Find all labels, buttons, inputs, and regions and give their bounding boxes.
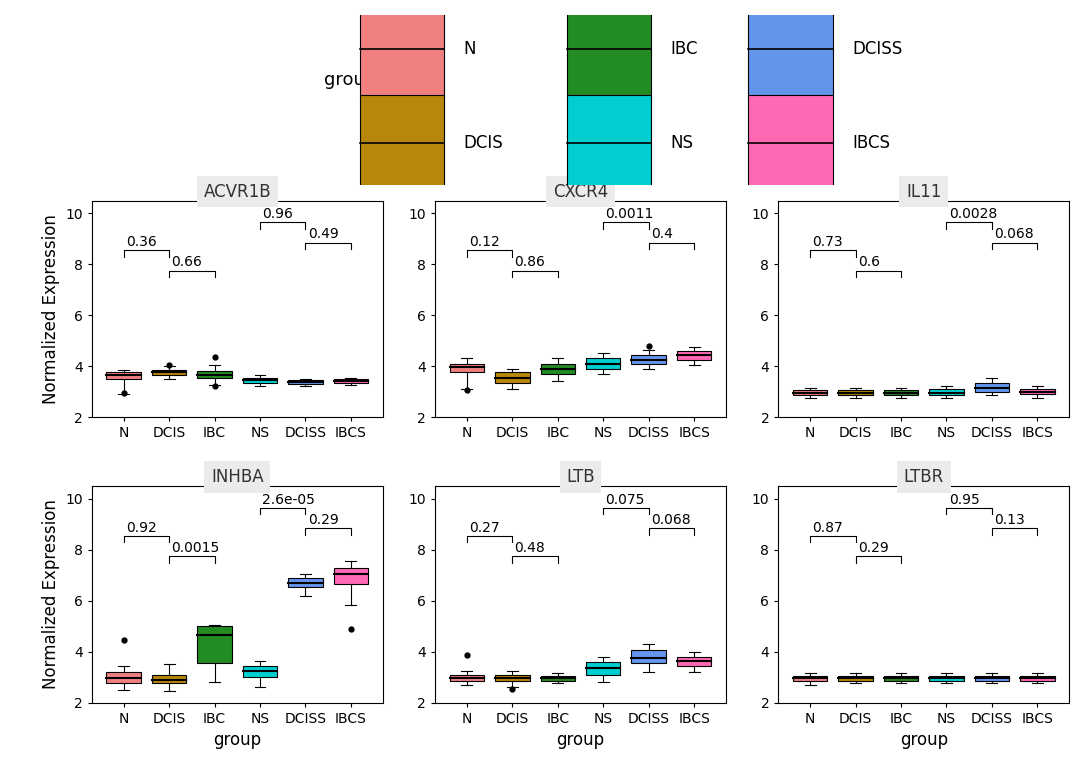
Text: 0.49: 0.49 [308,228,338,242]
Bar [288,380,323,384]
Bar [334,567,368,584]
Bar [243,665,278,677]
Text: 0.73: 0.73 [812,235,843,249]
Text: N: N [463,40,476,59]
Text: 0.4: 0.4 [651,228,673,242]
Text: 0.29: 0.29 [858,541,889,555]
Text: 0.6: 0.6 [858,256,880,269]
Bar [838,391,873,395]
Bar [586,358,621,369]
Title: INHBA: INHBA [211,468,264,486]
Bar [152,370,187,375]
FancyBboxPatch shape [360,2,444,97]
Text: DCISS: DCISS [852,40,903,59]
Bar [677,350,712,360]
Bar [677,657,712,665]
Bar [495,675,529,681]
Bar [1021,389,1055,394]
Bar [334,379,368,383]
Text: IBCS: IBCS [852,134,890,152]
Bar [929,389,963,395]
Text: 0.068: 0.068 [651,513,690,527]
Text: 0.29: 0.29 [308,513,338,527]
Text: 0.92: 0.92 [126,520,157,534]
Bar [288,577,323,587]
FancyBboxPatch shape [748,95,833,191]
Text: group: group [324,71,376,89]
Bar [106,372,140,379]
X-axis label: group: group [556,731,605,749]
Bar [449,675,484,681]
Text: 0.0028: 0.0028 [948,207,997,221]
Bar [198,371,232,378]
Bar [793,391,827,395]
Title: ACVR1B: ACVR1B [203,182,271,201]
Title: IL11: IL11 [906,182,942,201]
Bar [632,354,666,364]
Text: 0.96: 0.96 [262,207,293,221]
Text: 0.075: 0.075 [606,493,645,506]
Bar [152,675,187,683]
FancyBboxPatch shape [360,95,444,191]
Bar [793,676,827,681]
Bar [632,650,666,663]
Bar [974,383,1009,391]
Title: LTBR: LTBR [904,468,944,486]
Text: 0.95: 0.95 [948,493,980,506]
Y-axis label: Normalized Expression: Normalized Expression [42,214,59,404]
Bar [540,364,575,374]
Bar [974,676,1009,681]
Text: 2.6e-05: 2.6e-05 [262,493,315,506]
Text: 0.48: 0.48 [514,541,545,555]
Bar [243,378,278,383]
Title: LTB: LTB [566,468,595,486]
Text: 0.0011: 0.0011 [606,207,653,221]
Bar [540,676,575,681]
Text: NS: NS [671,134,693,152]
Title: CXCR4: CXCR4 [553,182,608,201]
Bar [883,391,918,395]
Bar [449,364,484,372]
Y-axis label: Normalized Expression: Normalized Expression [42,499,59,689]
Bar [198,626,232,663]
Text: 0.27: 0.27 [469,520,500,534]
X-axis label: group: group [900,731,948,749]
Bar [929,676,963,681]
Bar [106,672,140,683]
Text: 0.068: 0.068 [995,228,1034,242]
X-axis label: group: group [213,731,261,749]
Bar [1021,676,1055,681]
Text: 0.66: 0.66 [172,256,202,269]
FancyBboxPatch shape [567,2,651,97]
Bar [586,662,621,675]
Text: 0.12: 0.12 [469,235,500,249]
Text: 0.36: 0.36 [126,235,157,249]
FancyBboxPatch shape [567,95,651,191]
Text: 0.0015: 0.0015 [172,541,219,555]
Text: 0.13: 0.13 [995,513,1025,527]
FancyBboxPatch shape [748,2,833,97]
Bar [838,676,873,681]
Text: IBC: IBC [671,40,698,59]
Bar [883,676,918,681]
Bar [495,372,529,383]
Text: DCIS: DCIS [463,134,503,152]
Text: 0.87: 0.87 [812,520,843,534]
Text: 0.86: 0.86 [514,256,545,269]
